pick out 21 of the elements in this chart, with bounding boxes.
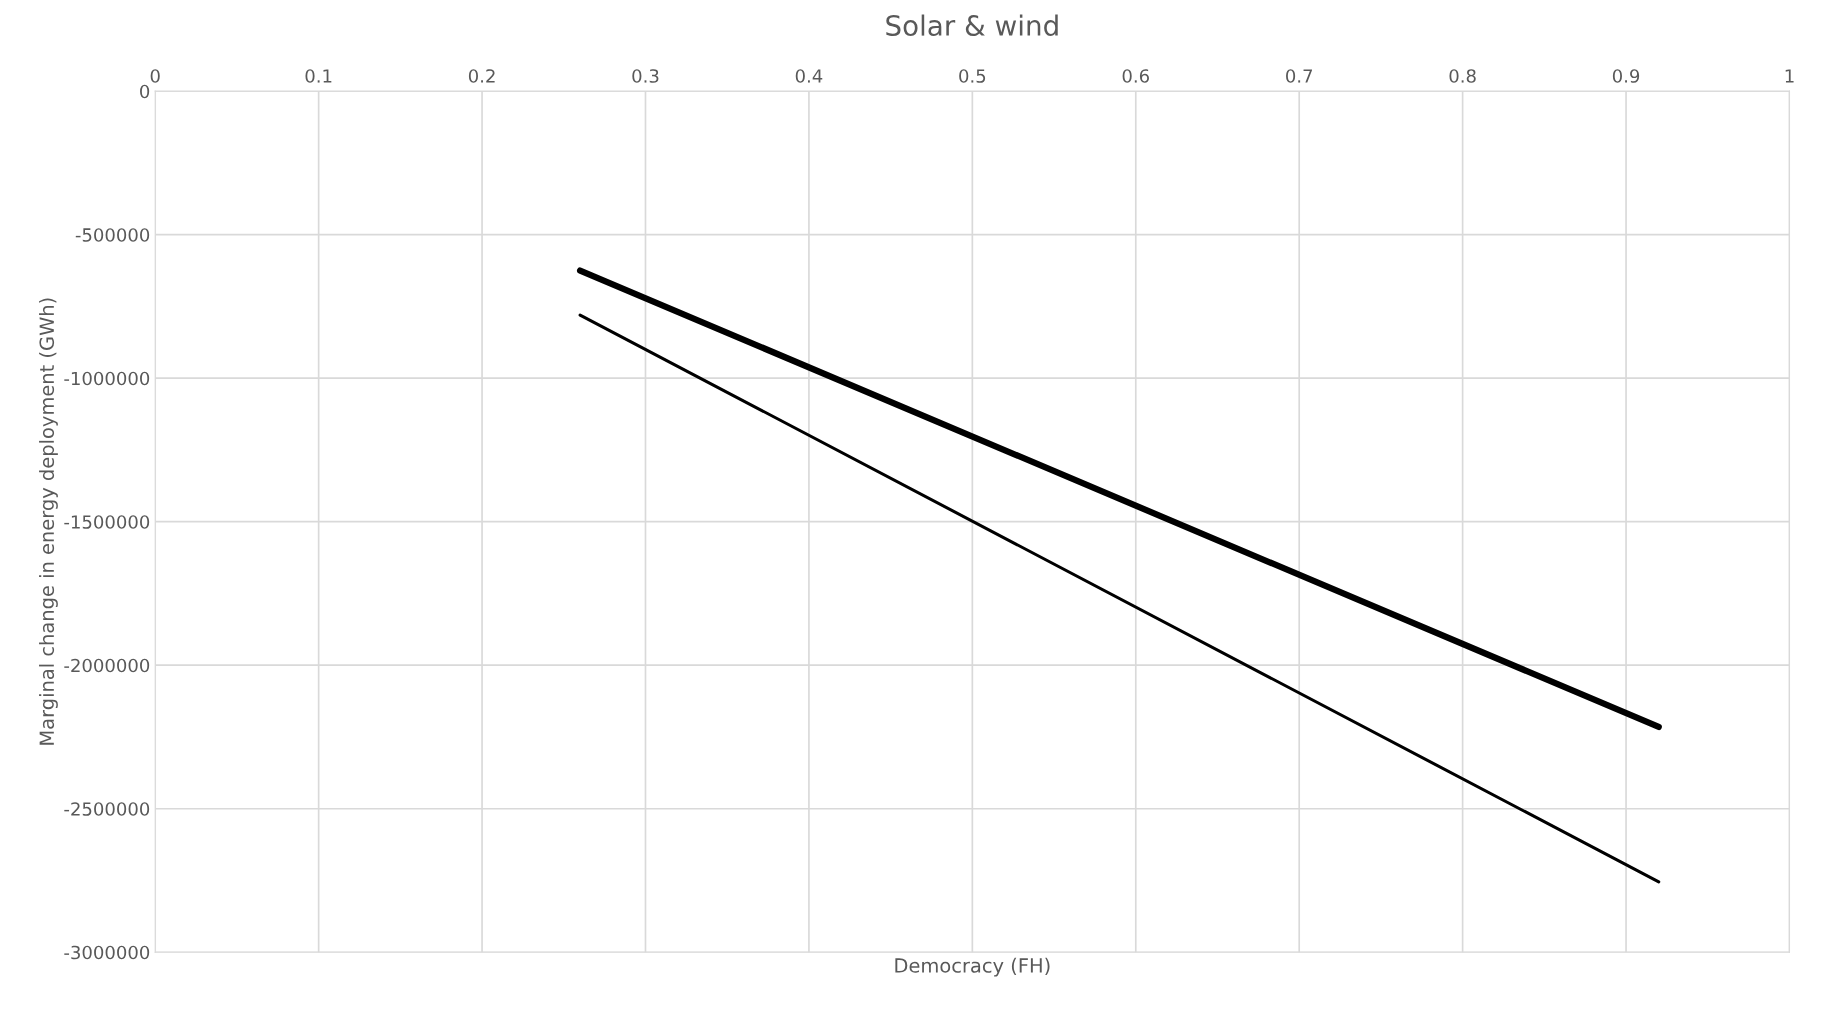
x-tick-label: 0 — [150, 69, 160, 83]
y-tick-label: -1500000 — [64, 515, 150, 529]
y-tick-label: -1000000 — [64, 371, 150, 386]
y-axis-title: Marginal change in energy deployment (GWh) — [39, 298, 58, 745]
chart-title: Solar & wind — [886, 14, 1058, 37]
y-tick-label: -2000000 — [64, 658, 150, 673]
x-tick-label: 0.2 — [468, 69, 495, 83]
x-tick-label: 0.8 — [1449, 69, 1476, 83]
x-axis-title: Democracy (FH) — [895, 957, 1050, 977]
x-tick-label: 0.5 — [959, 69, 986, 83]
x-tick-label: 1 — [1785, 69, 1794, 83]
y-tick-label: 0 — [140, 84, 150, 99]
y-tick-label: -500000 — [75, 228, 150, 242]
x-tick-label: 0.9 — [1612, 69, 1640, 83]
x-tick-label: 0.3 — [632, 69, 659, 83]
x-tick-label: 0.7 — [1286, 69, 1313, 83]
x-tick-label: 0.1 — [305, 69, 332, 83]
x-tick-label: 0.4 — [795, 69, 823, 83]
x-tick-label: 0.6 — [1122, 69, 1149, 83]
y-tick-label: -2500000 — [64, 802, 150, 816]
y-tick-label: -3000000 — [64, 945, 150, 960]
